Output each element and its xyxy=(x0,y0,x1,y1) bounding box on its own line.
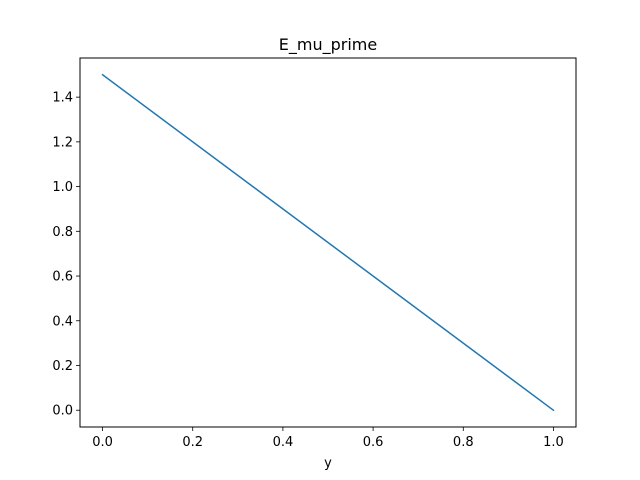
plot-frame xyxy=(79,57,577,428)
y-tick-label: 0.6 xyxy=(52,270,73,285)
y-tick-label: 0.0 xyxy=(52,404,73,419)
y-tick-label: 1.2 xyxy=(52,135,73,150)
y-tick-label: 0.4 xyxy=(52,314,73,329)
x-tick-label: 0.6 xyxy=(363,435,384,450)
series-layer xyxy=(101,73,555,412)
x-tick-label: 1.0 xyxy=(543,435,564,450)
y-tick-label: 0.2 xyxy=(52,359,73,374)
x-tick-label: 0.0 xyxy=(92,435,113,450)
x-axis: 0.0 0.2 0.4 0.6 0.8 1.0 xyxy=(92,427,564,450)
x-tick-label: 0.4 xyxy=(273,435,294,450)
y-tick-label: 1.0 xyxy=(52,180,73,195)
x-axis-label: y xyxy=(324,456,332,471)
y-tick-label: 0.8 xyxy=(52,225,73,240)
x-tick-label: 0.8 xyxy=(453,435,474,450)
chart-title: E_mu_prime xyxy=(279,35,377,55)
y-tick-label: 1.4 xyxy=(52,91,73,106)
x-tick-label: 0.2 xyxy=(182,435,203,450)
series-line-0 xyxy=(101,73,555,412)
y-axis: 0.0 0.2 0.4 0.6 0.8 1.0 1.2 1.4 xyxy=(52,91,80,419)
